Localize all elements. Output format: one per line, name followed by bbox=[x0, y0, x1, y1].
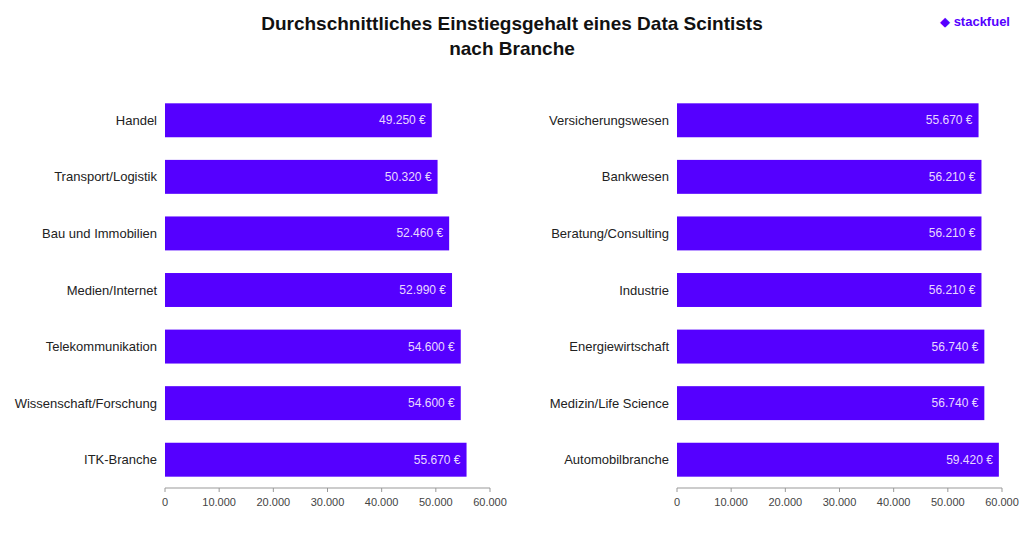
data-label: 52.990 € bbox=[399, 283, 446, 297]
data-label: 56.210 € bbox=[929, 170, 976, 184]
panel: 55.670 € 56.210 € 56.210 € 56.210 € 56.740 €… bbox=[549, 103, 1019, 508]
x-tick-label: 40.000 bbox=[877, 496, 911, 508]
category-label: Beratung/Consulting bbox=[551, 226, 669, 241]
title: Durchschnittliches Einstiegsgehalt eines… bbox=[261, 13, 763, 59]
bar bbox=[165, 443, 467, 477]
x-tick-label: 0 bbox=[674, 496, 680, 508]
data-label: 52.460 € bbox=[396, 226, 443, 240]
bar bbox=[677, 216, 981, 250]
title-line: nach Branche bbox=[449, 38, 575, 59]
bar bbox=[165, 386, 461, 420]
x-tick-label: 0 bbox=[162, 496, 168, 508]
x-tick bbox=[677, 488, 678, 492]
bar bbox=[677, 330, 984, 364]
bar bbox=[677, 160, 981, 194]
category-label: Bankwesen bbox=[602, 169, 669, 184]
x-tick-label: 30.000 bbox=[311, 496, 345, 508]
x-tick bbox=[327, 488, 328, 492]
data-label: 50.320 € bbox=[385, 170, 432, 184]
x-tick bbox=[435, 488, 436, 492]
bar bbox=[677, 386, 984, 420]
bar bbox=[165, 160, 438, 194]
data-label: 56.740 € bbox=[932, 396, 979, 410]
x-tick bbox=[839, 488, 840, 492]
chart-root: Durchschnittliches Einstiegsgehalt eines… bbox=[0, 0, 1024, 535]
data-label: 56.210 € bbox=[929, 226, 976, 240]
x-tick bbox=[1002, 488, 1003, 492]
category-label: Transport/Logistik bbox=[54, 169, 157, 184]
x-tick-label: 60.000 bbox=[985, 496, 1019, 508]
category-label: Industrie bbox=[619, 283, 669, 298]
data-label: 49.250 € bbox=[379, 113, 426, 127]
category-label: Automobilbranche bbox=[564, 452, 669, 467]
data-label: 54.600 € bbox=[408, 340, 455, 354]
bar bbox=[165, 330, 461, 364]
x-tick-label: 10.000 bbox=[714, 496, 748, 508]
x-tick-label: 50.000 bbox=[419, 496, 453, 508]
bar bbox=[677, 273, 981, 307]
data-label: 59.420 € bbox=[946, 453, 993, 467]
data-label: 56.740 € bbox=[932, 340, 979, 354]
x-tick bbox=[893, 488, 894, 492]
x-tick-label: 10.000 bbox=[202, 496, 236, 508]
x-tick bbox=[947, 488, 948, 492]
category-label: Bau und Immobilien bbox=[42, 226, 157, 241]
x-tick-label: 20.000 bbox=[769, 496, 803, 508]
x-tick bbox=[731, 488, 732, 492]
category-label: Medien/Internet bbox=[67, 283, 158, 298]
x-tick bbox=[165, 488, 166, 492]
panel: 49.250 € 50.320 € 52.460 € 52.990 € 54.600 €… bbox=[15, 103, 507, 508]
x-tick bbox=[219, 488, 220, 492]
bar bbox=[165, 273, 452, 307]
bars bbox=[165, 103, 467, 476]
annotation: ◆ stackfuel bbox=[940, 14, 1010, 29]
category-label: ITK-Branche bbox=[84, 452, 157, 467]
category-label: Versicherungswesen bbox=[549, 113, 669, 128]
bar bbox=[165, 103, 432, 137]
data-label: 56.210 € bbox=[929, 283, 976, 297]
x-tick-label: 30.000 bbox=[823, 496, 857, 508]
data-label: 55.670 € bbox=[414, 453, 461, 467]
category-label: Medizin/Life Science bbox=[550, 396, 669, 411]
x-tick bbox=[381, 488, 382, 492]
bars bbox=[677, 103, 999, 476]
x-tick-label: 60.000 bbox=[473, 496, 507, 508]
bar bbox=[677, 443, 999, 477]
x-tick bbox=[785, 488, 786, 492]
x-tick bbox=[490, 488, 491, 492]
x-tick-label: 40.000 bbox=[365, 496, 399, 508]
category-label: Handel bbox=[116, 113, 157, 128]
data-label: 54.600 € bbox=[408, 396, 455, 410]
x-tick-label: 20.000 bbox=[257, 496, 291, 508]
data-label: 55.670 € bbox=[926, 113, 973, 127]
title-line: Durchschnittliches Einstiegsgehalt eines… bbox=[261, 13, 763, 34]
category-label: Wissenschaft/Forschung bbox=[15, 396, 157, 411]
category-label: Telekommunikation bbox=[46, 339, 157, 354]
x-tick bbox=[273, 488, 274, 492]
x-tick-label: 50.000 bbox=[931, 496, 965, 508]
bar bbox=[165, 216, 449, 250]
bar bbox=[677, 103, 979, 137]
category-label: Energiewirtschaft bbox=[569, 339, 669, 354]
